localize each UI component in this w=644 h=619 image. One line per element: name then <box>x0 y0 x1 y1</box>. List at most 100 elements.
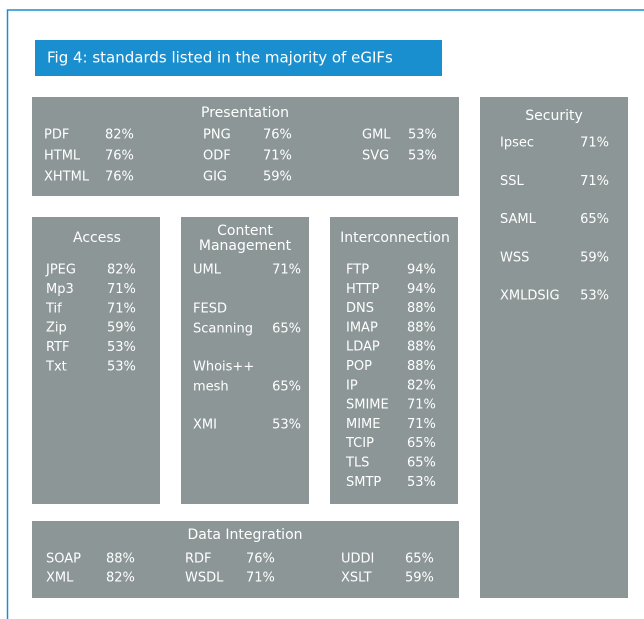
standard-name: IMAP <box>346 320 378 335</box>
standard-value: 71% <box>107 282 136 297</box>
standard-name: Mp3 <box>46 282 74 297</box>
standard-name: FESD <box>193 302 227 317</box>
data-integration-box <box>32 521 459 598</box>
standard-name: ODF <box>203 149 231 164</box>
content-box <box>181 217 309 504</box>
standard-value: 59% <box>107 321 136 336</box>
standard-value: 59% <box>263 170 292 185</box>
standard-name: RTF <box>46 340 70 355</box>
group-title: Access <box>73 230 121 246</box>
presentation-box <box>32 97 459 196</box>
standard-value: 65% <box>272 380 301 395</box>
standard-value: 88% <box>407 359 436 374</box>
standard-value: 65% <box>580 212 609 227</box>
standard-value: 65% <box>407 436 436 451</box>
standard-value: 82% <box>107 263 136 278</box>
standard-value: 76% <box>105 149 134 164</box>
standard-name: WSS <box>500 250 529 265</box>
standard-name: SVG <box>362 149 389 164</box>
standard-value: 71% <box>407 417 436 432</box>
standard-value: 88% <box>106 552 135 567</box>
standard-name: FTP <box>346 263 369 278</box>
standard-value: 94% <box>407 263 436 278</box>
standard-name: Whois++ <box>193 360 254 375</box>
standard-value: 53% <box>272 418 301 433</box>
group-title: Presentation <box>201 105 289 121</box>
standard-name: GML <box>362 128 391 143</box>
standard-value: 53% <box>408 128 437 143</box>
standard-name: XHTML <box>44 170 90 185</box>
standard-value: 71% <box>580 136 609 151</box>
standard-value: 53% <box>408 149 437 164</box>
group-title: Content <box>217 223 273 239</box>
standard-value: 76% <box>246 552 275 567</box>
figure-title: Fig 4: standards listed in the majority … <box>47 49 393 67</box>
standard-name: PDF <box>44 128 69 143</box>
group-title: Security <box>525 108 583 124</box>
standard-value: 76% <box>263 128 292 143</box>
standard-name: TLS <box>345 456 369 471</box>
standard-value: 76% <box>105 170 134 185</box>
title-box <box>35 40 442 76</box>
security-box <box>480 97 628 598</box>
standard-name: SSL <box>500 174 525 189</box>
standard-name: PNG <box>203 128 231 143</box>
standard-value: 71% <box>263 149 292 164</box>
standard-name: Ipsec <box>500 136 534 151</box>
standard-name: GIG <box>203 170 227 185</box>
standard-value: 94% <box>407 282 436 297</box>
standard-value: 53% <box>407 475 436 490</box>
standard-name: XML <box>46 571 74 586</box>
standard-value: 53% <box>580 289 609 304</box>
standard-value: 65% <box>405 552 434 567</box>
standard-value: 82% <box>407 378 436 393</box>
standard-name: Tif <box>45 301 62 316</box>
group-title: Interconnection <box>340 230 450 246</box>
standard-name: MIME <box>346 417 380 432</box>
standard-name: Txt <box>45 360 67 375</box>
standard-value: 88% <box>407 301 436 316</box>
standard-value: 65% <box>407 456 436 471</box>
interconnection-box <box>330 217 458 504</box>
standard-name: TCIP <box>345 436 374 451</box>
standard-name: RDF <box>185 552 212 567</box>
standard-name: POP <box>346 359 372 374</box>
standard-name: HTTP <box>346 282 379 297</box>
standard-value: 88% <box>407 320 436 335</box>
standard-value: 65% <box>272 322 301 337</box>
standard-value: 71% <box>407 398 436 413</box>
frame <box>6 9 644 619</box>
group-title: Data Integration <box>187 527 302 543</box>
standard-name: XMLDSIG <box>500 289 560 304</box>
standard-name: UDDI <box>341 552 374 567</box>
standard-name: JPEG <box>45 263 76 278</box>
standard-value: 71% <box>272 263 301 278</box>
standard-value: 82% <box>105 128 134 143</box>
group-title: Management <box>199 238 292 254</box>
standard-value: 71% <box>107 301 136 316</box>
standard-name: XMI <box>193 418 217 433</box>
standard-name: HTML <box>44 149 81 164</box>
standard-name: SMIME <box>346 398 389 413</box>
standard-name: UML <box>193 263 222 278</box>
access-box <box>32 217 160 504</box>
standard-name: mesh <box>193 380 229 395</box>
standard-name: SOAP <box>46 552 81 567</box>
standard-value: 53% <box>107 340 136 355</box>
standard-value: 53% <box>107 360 136 375</box>
standard-name: Zip <box>46 321 67 336</box>
standard-value: 59% <box>405 571 434 586</box>
standard-value: 59% <box>580 250 609 265</box>
standard-name: SMTP <box>346 475 381 490</box>
standard-value: 82% <box>106 571 135 586</box>
standard-name: WSDL <box>185 571 224 586</box>
standard-name: IP <box>346 378 358 393</box>
standard-value: 71% <box>580 174 609 189</box>
standard-name: XSLT <box>341 571 372 586</box>
standard-value: 88% <box>407 340 436 355</box>
standard-name: DNS <box>346 301 374 316</box>
standard-name: Scanning <box>193 322 253 337</box>
standard-value: 71% <box>246 571 275 586</box>
standard-name: SAML <box>500 212 537 227</box>
